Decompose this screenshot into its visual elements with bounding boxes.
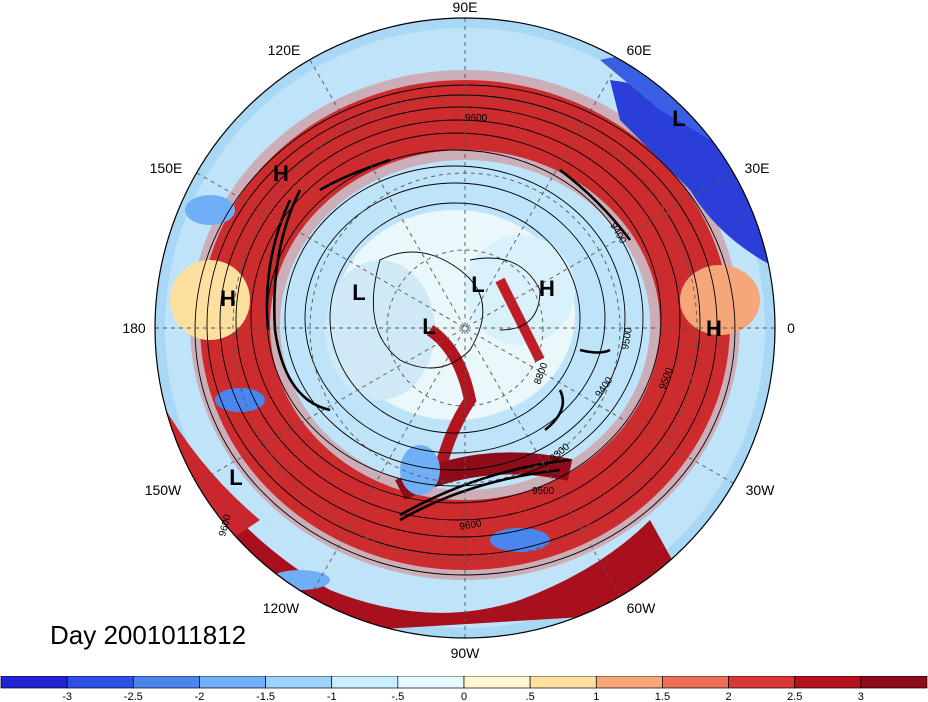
plot-title: Day 2001011812	[50, 620, 247, 650]
lon-label-90w: 90W	[451, 645, 481, 661]
pressure-center-label: L	[422, 314, 435, 339]
lon-label-120w: 120W	[263, 600, 300, 616]
lon-label-0: 0	[787, 320, 795, 336]
contour-label: 9600	[465, 113, 488, 124]
jet-contours	[265, 158, 632, 522]
colorbar-tick-label: -3	[62, 691, 72, 702]
contour-label: 9500	[532, 486, 555, 497]
colorbar-tick-label: 1	[593, 691, 599, 702]
lon-label-60w: 60W	[627, 600, 657, 616]
lon-label-180: 180	[122, 320, 146, 336]
lon-label-90e: 90E	[453, 0, 478, 15]
colorbar-box	[860, 676, 928, 689]
colorbar-tick-labels: -3 -2.5 -2 -1.5 -1 -.5 0 .5 1 1.5 2 2.5 3	[62, 691, 864, 702]
colorbar-box	[794, 676, 862, 689]
colorbar-box	[662, 676, 729, 689]
colorbar-box	[66, 676, 134, 689]
colorbar-tick-label: -2	[195, 691, 205, 702]
colorbar-box	[331, 676, 399, 689]
colorbar-tick-label: 2	[726, 691, 732, 702]
colorbar-box	[265, 676, 333, 689]
colorbar-tick-label: 1.5	[655, 691, 670, 702]
lon-label-60e: 60E	[627, 42, 652, 58]
longitude-labels: 90E 60E 120E 150E 30E 180 0 150W 30W 120…	[122, 0, 795, 661]
colorbar-box	[595, 676, 663, 689]
colorbar-box	[529, 676, 597, 689]
colorbar-box	[0, 676, 68, 689]
pressure-center-label: H	[539, 276, 555, 301]
colorbar-tick-label: -2.5	[124, 691, 143, 702]
colorbar-tick-label: -.5	[391, 691, 404, 702]
pressure-centers: H L H H L L L H L	[220, 106, 722, 490]
pressure-center-label: L	[229, 465, 242, 490]
colorbar-tick-label: 0	[461, 691, 467, 702]
polar-map: 90E 60E 120E 150E 30E 180 0 150W 30W 120…	[122, 0, 795, 661]
pressure-center-label: H	[220, 286, 236, 311]
pressure-center-label: L	[672, 106, 685, 131]
lon-label-150w: 150W	[145, 482, 182, 498]
contour-label: 9500	[620, 326, 635, 350]
colorbar-box	[463, 676, 531, 689]
colorbar-tick-label: -1	[327, 691, 337, 702]
colorbar-boxes	[0, 676, 928, 689]
lon-label-120e: 120E	[268, 42, 301, 58]
graticule	[155, 18, 775, 638]
height-contours	[194, 84, 736, 576]
pressure-center-label: L	[471, 272, 484, 297]
colorbar-box	[397, 676, 465, 689]
pressure-center-label: H	[706, 316, 722, 341]
colorbar-box	[199, 676, 266, 689]
map-border	[154, 17, 776, 639]
pressure-center-label: L	[352, 280, 365, 305]
contour-label: 9600	[459, 518, 483, 533]
lon-label-30w: 30W	[746, 482, 776, 498]
colorbar-tick-label: .5	[526, 691, 535, 702]
lon-label-150e: 150E	[150, 160, 183, 176]
colorbar-box	[132, 676, 200, 689]
lon-label-30e: 30E	[745, 160, 770, 176]
colorbar-tick-label: 2.5	[787, 691, 802, 702]
colorbar-box	[728, 676, 796, 689]
colorbar-tick-label: 3	[858, 691, 864, 702]
colorbar-tick-label: -1.5	[256, 691, 275, 702]
colorbar: -3 -2.5 -2 -1.5 -1 -.5 0 .5 1 1.5 2 2.5 3	[0, 676, 928, 702]
pressure-center-label: H	[273, 161, 289, 186]
